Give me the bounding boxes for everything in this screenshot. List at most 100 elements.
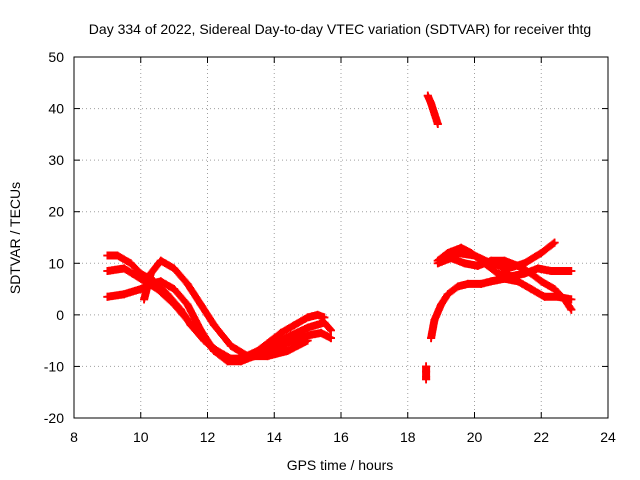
data-point (470, 251, 479, 260)
data-point (313, 310, 322, 319)
data-point (303, 336, 312, 345)
data-point (156, 277, 165, 286)
data-point (567, 267, 576, 276)
data-point (183, 300, 192, 309)
y-tick-label: 30 (48, 152, 64, 168)
data-point (427, 99, 436, 108)
data-point (527, 269, 536, 278)
data-point (550, 285, 559, 294)
data-point (146, 269, 155, 278)
data-point (103, 251, 112, 260)
data-point (433, 120, 442, 129)
series-arc-4 (140, 256, 312, 361)
x-axis-ticks: 8 10 12 14 16 18 20 22 24 (70, 57, 616, 445)
data-point (567, 305, 576, 314)
chart-title: Day 334 of 2022, Sidereal Day-to-day VTE… (89, 21, 591, 37)
x-tick-label: 8 (70, 429, 78, 445)
x-tick-label: 16 (333, 429, 349, 445)
data-point (500, 256, 509, 265)
y-tick-label: 0 (56, 307, 64, 323)
data-point (196, 326, 205, 335)
data-point (140, 295, 149, 304)
series-plus-markers (423, 91, 442, 128)
data-point (210, 346, 219, 355)
data-point (423, 91, 432, 100)
data-point (567, 295, 576, 304)
data-point (263, 352, 272, 361)
series-arc-5 (423, 91, 442, 129)
x-tick-label: 22 (533, 429, 549, 445)
data-point (316, 328, 325, 337)
data-point (537, 248, 546, 257)
data-point (427, 334, 436, 343)
data-point (126, 259, 135, 268)
data-point (120, 290, 129, 299)
data-point (103, 292, 112, 301)
series-arc-6 (422, 362, 431, 384)
data-point (270, 339, 279, 348)
data-point (527, 285, 536, 294)
data-point (537, 277, 546, 286)
x-axis-label: GPS time / hours (287, 457, 394, 473)
data-point (320, 318, 329, 327)
data-point (520, 259, 529, 268)
data-point (283, 346, 292, 355)
data-point (437, 256, 446, 265)
data-point (183, 279, 192, 288)
series-arc-7 (427, 274, 576, 343)
data-point (477, 279, 486, 288)
data-point (170, 300, 179, 309)
data-point (547, 267, 556, 276)
data-point (183, 316, 192, 325)
y-axis-ticks: -20 -10 0 10 20 30 40 50 (44, 49, 608, 426)
data-point (170, 285, 179, 294)
x-tick-label: 14 (266, 429, 282, 445)
data-point (303, 313, 312, 322)
data-point (226, 341, 235, 350)
data-point (113, 251, 122, 260)
data-point (430, 316, 439, 325)
x-tick-label: 20 (467, 429, 483, 445)
data-point (153, 285, 162, 294)
y-tick-label: 10 (48, 255, 64, 271)
data-point (326, 334, 335, 343)
data-marks (103, 91, 576, 384)
grid-lines (74, 57, 608, 418)
data-point (156, 256, 165, 265)
x-tick-label: 12 (200, 429, 216, 445)
data-point (437, 300, 446, 309)
series-arc-10 (437, 238, 559, 273)
data-point (560, 295, 569, 304)
data-point (422, 375, 431, 384)
x-tick-label: 24 (600, 429, 616, 445)
data-point (243, 352, 252, 361)
y-axis-label: SDTVAR / TECUs (7, 182, 23, 294)
data-point (196, 300, 205, 309)
data-point (460, 259, 469, 268)
data-point (120, 264, 129, 273)
data-point (533, 264, 542, 273)
data-point (550, 238, 559, 247)
data-point (560, 267, 569, 276)
data-point (493, 269, 502, 278)
data-point (430, 109, 439, 118)
y-tick-label: 40 (48, 101, 64, 117)
data-point (223, 354, 232, 363)
data-point (453, 282, 462, 291)
data-point (453, 248, 462, 257)
data-point (507, 272, 516, 281)
data-point (210, 321, 219, 330)
data-point (290, 321, 299, 330)
data-point (136, 274, 145, 283)
data-point (276, 328, 285, 337)
y-tick-label: -10 (44, 358, 64, 374)
data-point (473, 261, 482, 270)
data-point (463, 279, 472, 288)
data-point (303, 323, 312, 332)
data-point (487, 277, 496, 286)
data-point (503, 264, 512, 273)
data-point (540, 292, 549, 301)
x-tick-label: 18 (400, 429, 416, 445)
data-point (286, 331, 295, 340)
data-point (443, 290, 452, 299)
